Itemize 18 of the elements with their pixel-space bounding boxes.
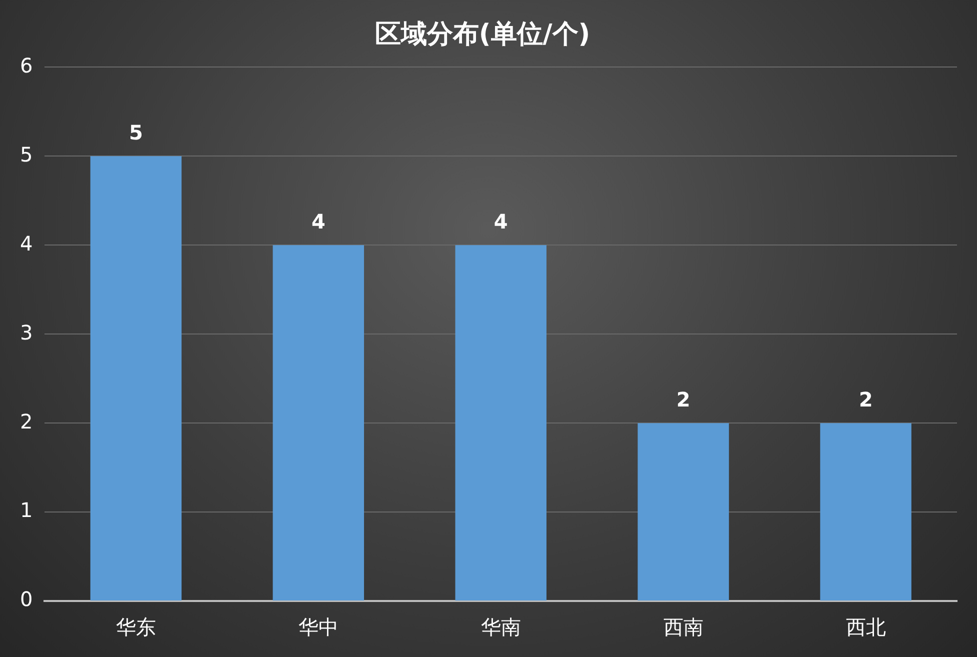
y-tick-label: 2 (20, 409, 33, 434)
y-tick-label: 6 (20, 53, 33, 78)
data-label: 4 (311, 209, 326, 234)
y-tick-label: 1 (20, 498, 33, 522)
x-tick-label: 西南 (663, 615, 704, 640)
x-tick-label: 华中 (298, 615, 338, 640)
data-label: 4 (494, 209, 508, 234)
x-tick-label: 华南 (480, 615, 521, 640)
chart-title: 区域分布(单位/个) (374, 19, 590, 50)
y-tick-label: 4 (20, 231, 33, 256)
y-tick-label: 0 (20, 587, 33, 612)
y-tick-label: 5 (20, 142, 33, 166)
data-label: 5 (128, 120, 143, 144)
data-label: 2 (858, 387, 873, 412)
x-tick-label: 华东 (116, 615, 156, 640)
data-label: 2 (676, 387, 690, 412)
x-tick-label: 西北 (846, 615, 886, 640)
y-tick-label: 3 (20, 320, 33, 344)
